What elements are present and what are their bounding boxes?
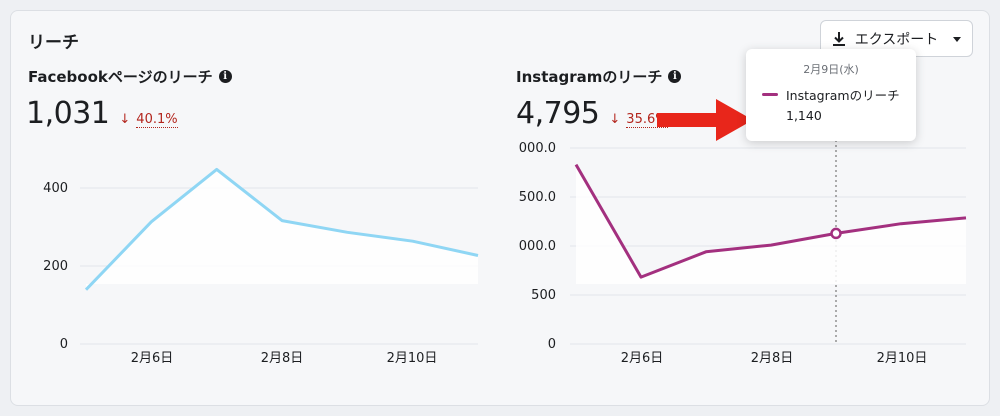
arrow-down-icon: ↓ [119, 112, 131, 127]
tooltip-date: 2月9日(水) [803, 63, 859, 76]
annotation-arrow [657, 99, 753, 141]
facebook-reach-chart[interactable]: 0 200 400 2月6日 2月8日 2月10日 [43, 146, 481, 366]
instagram-series-line [574, 163, 967, 279]
facebook-data-point [83, 287, 89, 293]
info-icon[interactable]: i [668, 70, 682, 83]
facebook-data-point [410, 238, 416, 244]
instagram-x-tick-label: 2月6日 [621, 351, 664, 366]
facebook-panel-title: Facebookページのリーチ i [28, 66, 232, 87]
instagram-x-tick-label: 2月8日 [751, 351, 794, 366]
facebook-metric: 1,031 ↓ 40.1% [26, 96, 178, 131]
facebook-y-tick-label: 0 [60, 337, 68, 352]
instagram-y-tick-label: 000.0 [519, 239, 556, 254]
facebook-title-text: Facebookページのリーチ [28, 68, 213, 86]
facebook-data-point [214, 166, 220, 172]
instagram-data-point [963, 215, 969, 221]
tooltip-series-name: Instagramのリーチ [786, 88, 900, 103]
download-icon [832, 31, 845, 46]
instagram-reach-chart[interactable]: 0 500 000.0 500.0 000.0 2月6日 2月8日 2月10日 [519, 140, 969, 366]
facebook-data-point [279, 218, 285, 224]
instagram-data-point [768, 242, 774, 248]
instagram-area [576, 164, 966, 284]
instagram-data-point [898, 221, 904, 227]
instagram-y-tick-label: 000.0 [519, 141, 556, 156]
facebook-data-point [344, 229, 350, 235]
facebook-reach-delta[interactable]: ↓ 40.1% [119, 112, 178, 129]
chart-tooltip: 2月9日(水) Instagramのリーチ 1,140 [746, 49, 916, 141]
section-title: リーチ [28, 33, 79, 53]
tooltip-value: 1,140 [786, 108, 822, 123]
arrow-down-icon: ↓ [609, 112, 621, 127]
facebook-x-tick-label: 2月8日 [261, 351, 304, 366]
export-label: エクスポート [854, 31, 939, 48]
instagram-data-point [703, 249, 709, 255]
instagram-data-point [638, 274, 644, 280]
instagram-y-tick-label: 500 [531, 288, 556, 303]
facebook-y-tick-label: 400 [43, 181, 68, 196]
facebook-x-tick-label: 2月10日 [387, 351, 438, 366]
facebook-reach-value: 1,031 [26, 96, 110, 131]
instagram-y-tick-label: 0 [548, 337, 556, 352]
instagram-reach-value: 4,795 [516, 96, 600, 131]
instagram-panel-title: Instagramのリーチ i [516, 66, 682, 87]
instagram-title-text: Instagramのリーチ [516, 68, 663, 86]
facebook-series-line [84, 167, 479, 291]
facebook-y-tick-label: 200 [43, 259, 68, 274]
facebook-data-point [148, 219, 154, 225]
export-button[interactable]: エクスポート [820, 20, 973, 57]
instagram-data-point [573, 162, 579, 168]
facebook-area [86, 169, 478, 290]
tooltip-series-swatch [762, 93, 778, 96]
instagram-y-tick-label: 500.0 [519, 190, 556, 205]
instagram-hover-point [830, 227, 842, 240]
info-icon[interactable]: i [218, 70, 232, 83]
instagram-x-tick-label: 2月10日 [877, 351, 928, 366]
facebook-data-point [475, 253, 481, 259]
facebook-x-tick-label: 2月6日 [131, 351, 174, 366]
chevron-down-icon [953, 36, 962, 42]
facebook-delta-percent: 40.1% [136, 112, 178, 129]
